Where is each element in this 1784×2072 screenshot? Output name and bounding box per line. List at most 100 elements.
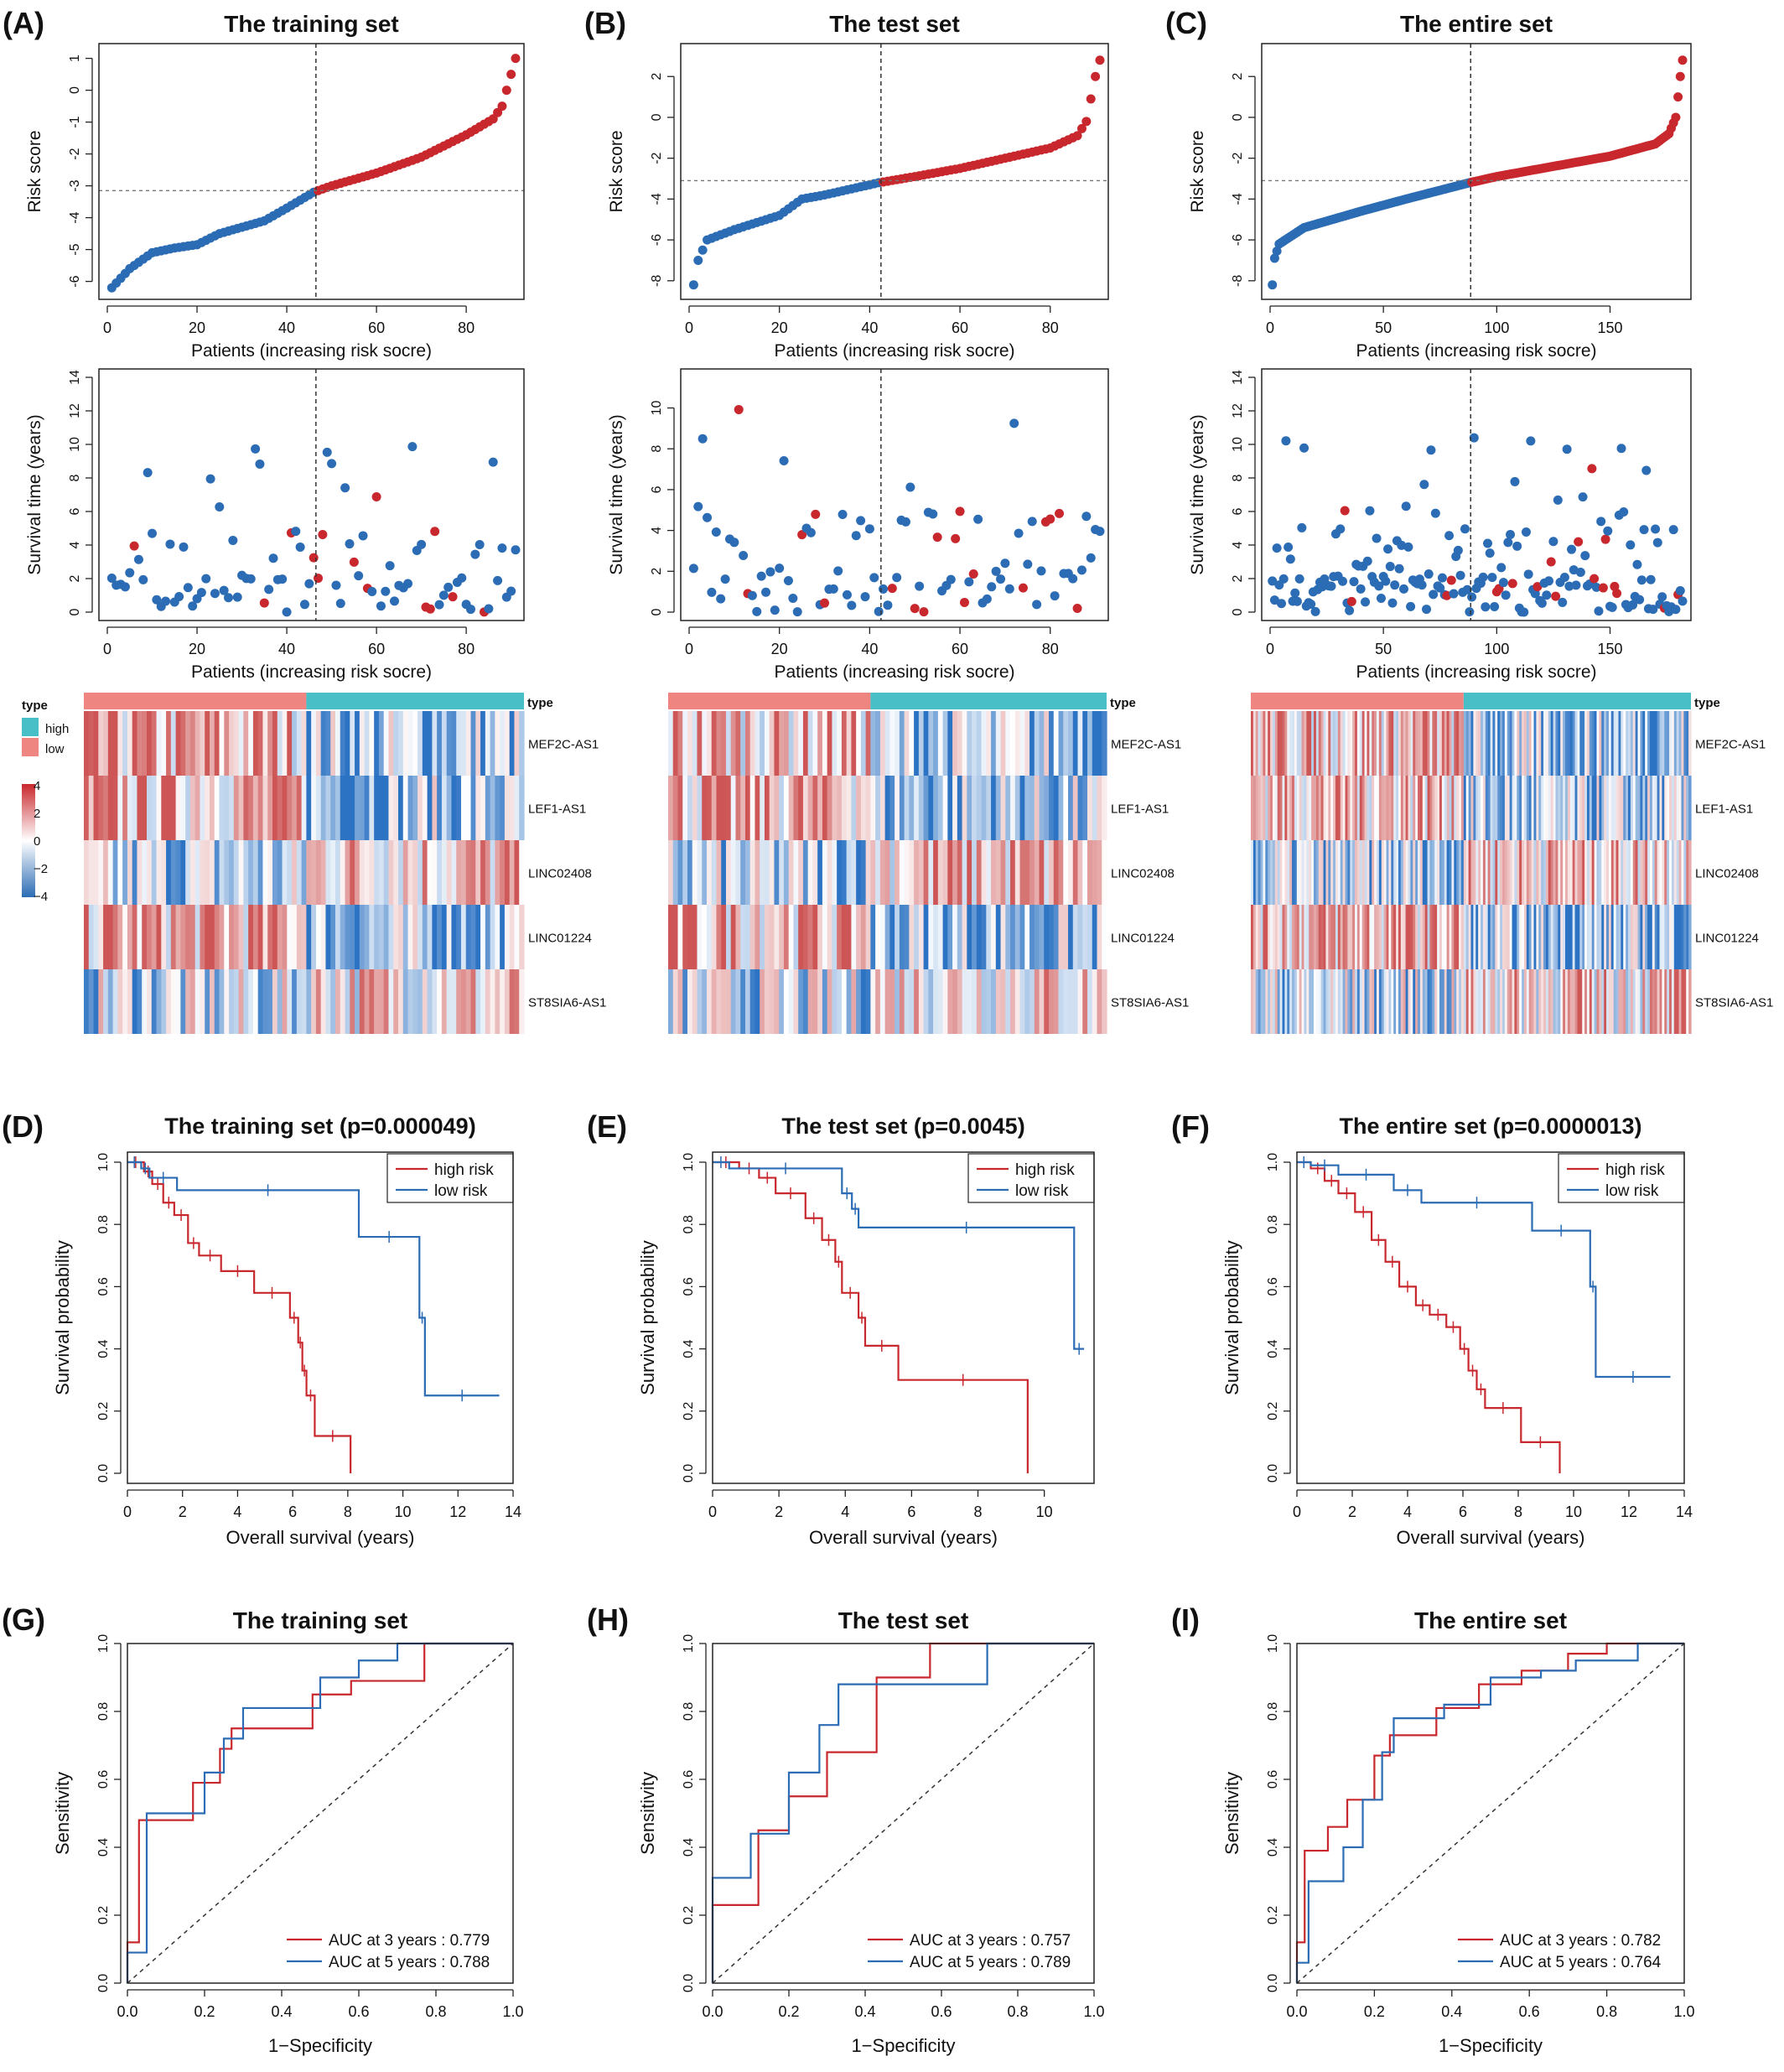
surv-point [1381,576,1391,586]
heatmap-cell [1019,840,1025,905]
heatmap-cell [1618,840,1621,905]
heatmap-cell [1572,776,1576,840]
heatmap-cell [277,840,283,905]
heatmap-cell [1282,711,1285,776]
heatmap-cell [369,840,375,905]
heatmap-cell [1053,776,1060,840]
heatmap-cell [1662,969,1665,1034]
heatmap-cell [1439,905,1443,969]
heatmap-cell [856,969,862,1034]
heatmap-cell [1492,905,1496,969]
heatmap-cell [311,840,317,905]
heatmap-cell [1356,969,1361,1034]
heatmap-cell [1301,969,1305,1034]
surv-point [1537,598,1547,608]
surv-x-axis: 0 20 40 60 80 [103,626,475,657]
surv-point [1510,476,1520,486]
roc-ylabel: Sensitivity [1221,1772,1242,1855]
heatmap-cell [1632,840,1636,905]
heatmap-cell [1058,969,1064,1034]
heatmap-cell [749,905,756,969]
heatmap-cell [383,969,390,1034]
heatmap-cell [1263,969,1266,1034]
km-censor-marks-low [133,1156,463,1402]
heatmap-cell [1548,840,1552,905]
heatmap-cell [802,776,809,840]
heatmap-cell [1296,711,1300,776]
heatmap-cell [895,905,900,969]
heatmap-cell [122,711,128,776]
heatmap-cell [957,905,963,969]
heatmap-cell [1072,840,1079,905]
heatmap-cell [1325,969,1329,1034]
heatmap-cell [1577,840,1580,905]
heatmap-cell [774,840,780,905]
heatmap-cell [1630,969,1634,1034]
risk-y-axis: -6-5-4-3-2-101 [68,55,93,288]
heatmap-cell [788,840,795,905]
heatmap-cell [461,969,467,1034]
heatmap-cell [957,840,963,905]
heatmap-cell [1292,969,1295,1034]
heatmap-cell [446,840,453,905]
heatmap-cell [895,969,900,1034]
heatmap-cell [1492,969,1496,1034]
surv-point [354,571,364,581]
heatmap-cell [490,969,495,1034]
heatmap-cell [388,711,394,776]
risk-point [497,101,507,112]
heatmap-cell [1490,776,1494,840]
heatmap-cell [470,840,476,905]
heatmap-cell [875,969,881,1034]
panel-letter: (B) [584,6,626,40]
x-tick-label: 8 [974,1503,983,1520]
heatmap-cell [1642,711,1646,776]
km-censor-marks-high [725,1156,964,1386]
surv-points [688,404,1105,617]
heatmap-cell [369,711,375,776]
heatmap-cell [180,969,186,1034]
heatmap-cell [682,776,688,840]
heatmap-cell [142,969,148,1034]
panel-title: The training set [224,11,398,37]
x-tick-label: 1.0 [1673,2003,1694,2020]
surv-xlabel: Patients (increasing risk socre) [191,662,432,682]
heatmap-cell [224,711,230,776]
heatmap-cell [1630,711,1634,776]
heatmap-cell [904,840,910,905]
heatmap-cell [1268,905,1271,969]
x-tick-label: 40 [278,319,295,336]
heatmap-cell [923,905,929,969]
heatmap-cell [1429,840,1433,905]
heatmap-cell [1400,905,1404,969]
heatmap-cell [1545,905,1549,969]
heatmap-cell [1500,905,1503,969]
heatmap-cell [461,905,467,969]
heatmap-cell [1000,776,1006,840]
heatmap-cell [1272,969,1276,1034]
heatmap-cell [1044,840,1050,905]
heatmap-cell [233,776,240,840]
heatmap-cell [1024,905,1030,969]
heatmap-cell [697,840,703,905]
heatmap-cell [972,905,978,969]
heatmap-cell [812,776,818,840]
heatmap-cell [1386,969,1390,1034]
heatmap-cell [205,969,210,1034]
surv-point [968,569,978,579]
heatmap-cell [1541,776,1544,840]
heatmap-cell [1359,776,1363,840]
heatmap-cell [1487,969,1491,1034]
heatmap-cell [967,905,972,969]
heatmap-cell [1072,969,1079,1034]
x-tick-label: 0 [123,1503,132,1520]
heatmap-cell [1361,776,1366,840]
heatmap-cell [779,905,785,969]
heatmap-cell [393,711,399,776]
heatmap-cell [1514,905,1517,969]
heatmap-cell [827,969,833,1034]
surv-point [1635,595,1645,605]
heatmap-cell [142,905,148,969]
y-tick-label: 10 [650,401,664,416]
